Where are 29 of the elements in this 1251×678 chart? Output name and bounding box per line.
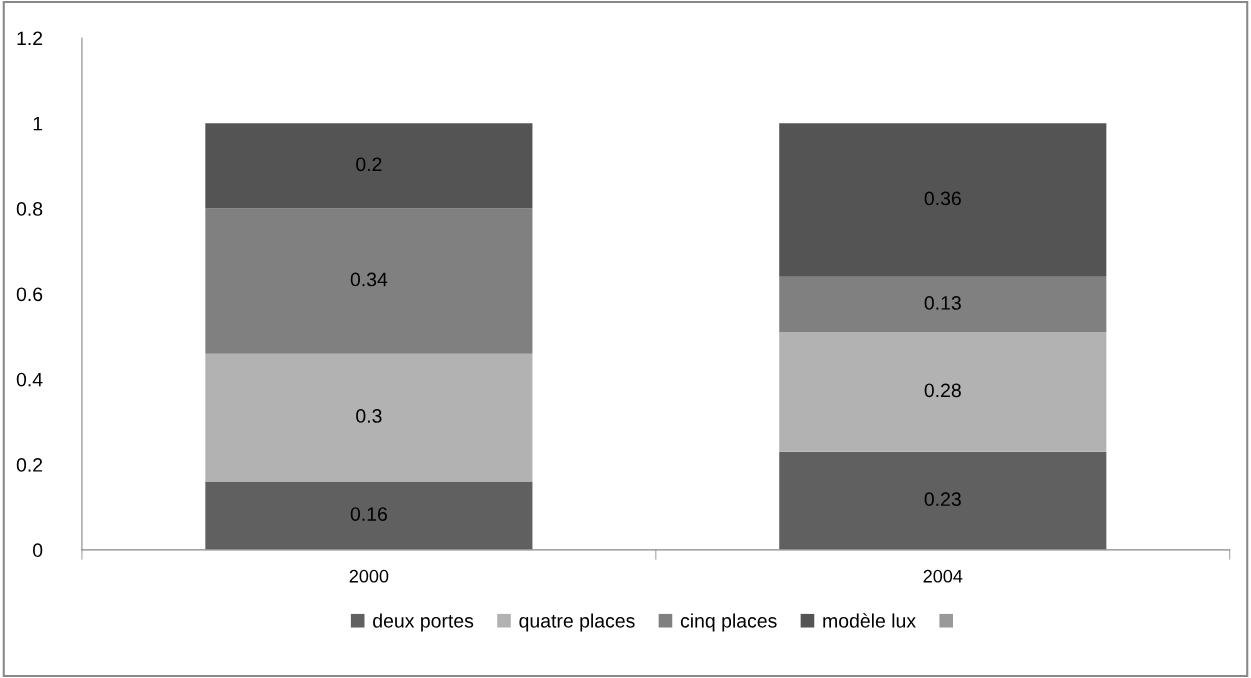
bar bbox=[205, 353, 533, 482]
y-tick-label: 1.2 bbox=[17, 31, 43, 46]
x-tick-label: 2004 bbox=[923, 569, 963, 583]
legend-label: cinq places bbox=[680, 613, 777, 632]
y-tick-label: 1 bbox=[33, 116, 43, 131]
y-tick-label: 0.4 bbox=[16, 372, 43, 387]
y-tick-label: 0.6 bbox=[16, 287, 43, 302]
bar bbox=[205, 123, 533, 209]
data-label: 0.3 bbox=[356, 409, 382, 423]
bar bbox=[779, 276, 1107, 333]
legend-label: deux portes bbox=[373, 613, 474, 632]
y-tick-label: 0.8 bbox=[16, 202, 43, 216]
data-label: 0.23 bbox=[924, 492, 961, 507]
bar bbox=[779, 451, 1107, 550]
y-tick-label: 0.2 bbox=[16, 458, 43, 472]
data-label: 0.13 bbox=[924, 296, 961, 310]
bar bbox=[779, 123, 1107, 277]
y-tick-label: 0 bbox=[33, 543, 43, 558]
bar bbox=[205, 481, 533, 550]
data-label: 0.36 bbox=[924, 191, 961, 206]
legend-label: quatre places bbox=[519, 613, 635, 632]
bar bbox=[779, 332, 1107, 452]
bar bbox=[205, 208, 533, 354]
x-tick-label: 2000 bbox=[349, 569, 389, 583]
data-label: 0.34 bbox=[350, 272, 388, 287]
legend-label: modèle lux bbox=[823, 613, 916, 628]
data-label: 0.28 bbox=[924, 383, 961, 398]
data-label: 0.2 bbox=[356, 157, 382, 172]
data-label: 0.16 bbox=[350, 507, 387, 521]
